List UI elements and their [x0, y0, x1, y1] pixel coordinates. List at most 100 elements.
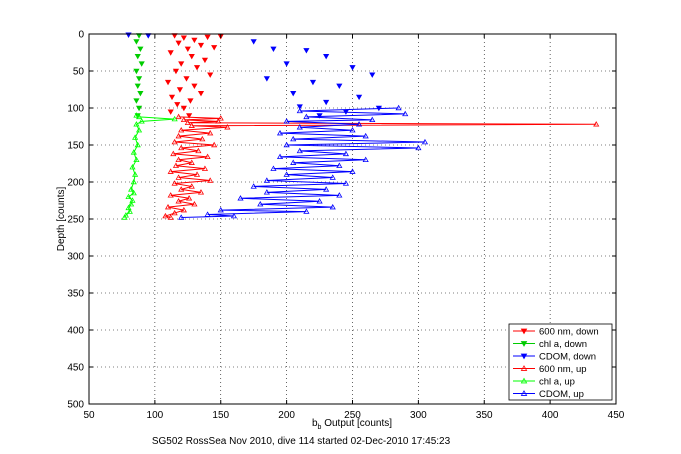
data-point — [230, 212, 238, 219]
data-point — [129, 197, 136, 203]
data-point — [175, 156, 182, 163]
data-point — [329, 203, 336, 210]
data-point — [201, 165, 209, 171]
legend-marker — [520, 328, 528, 335]
figure-caption: SG502 RossSea Nov 2010, dive 114 started… — [152, 436, 451, 447]
data-point — [138, 118, 145, 124]
data-point — [276, 153, 284, 160]
y-tick-label: 150 — [67, 141, 84, 152]
data-point — [342, 150, 350, 157]
x-tick-label: 350 — [476, 410, 493, 421]
data-point — [128, 186, 135, 192]
y-tick-label: 350 — [67, 289, 84, 300]
data-point — [167, 109, 174, 115]
data-point — [134, 141, 141, 148]
data-point — [178, 186, 185, 192]
data-point — [171, 209, 178, 216]
data-point — [217, 206, 224, 213]
data-point — [283, 141, 290, 148]
y-tick-label: 50 — [73, 67, 85, 78]
data-point — [204, 34, 211, 41]
data-point — [250, 39, 257, 45]
data-point — [211, 141, 218, 148]
axis-ticks: 50 100 150 200 250 300 350 400 450 0 50 100 150 200 25… — [67, 30, 624, 422]
data-point — [296, 147, 303, 154]
data-point — [130, 178, 137, 185]
data-point — [171, 138, 178, 145]
data-point — [283, 118, 290, 124]
data-point — [303, 113, 310, 120]
data-point — [133, 39, 140, 45]
data-point — [263, 189, 270, 195]
legend-marker — [520, 390, 528, 396]
x-tick-label: 250 — [344, 410, 361, 421]
legend-marker — [520, 341, 528, 347]
data-point — [134, 83, 141, 90]
data-point — [167, 214, 174, 220]
series-6 — [178, 104, 429, 220]
data-point — [193, 171, 201, 177]
data-point — [263, 177, 270, 183]
data-point — [175, 113, 182, 120]
data-point — [168, 94, 176, 101]
data-point — [303, 208, 310, 214]
data-point — [270, 46, 277, 53]
data-point — [172, 68, 180, 75]
data-point — [193, 65, 201, 71]
legend-box — [508, 323, 613, 401]
data-point — [175, 198, 182, 204]
data-point — [204, 211, 211, 217]
data-point — [164, 203, 172, 210]
data-point — [135, 126, 143, 133]
y-tick-label: 400 — [67, 326, 84, 337]
data-point — [128, 200, 135, 207]
data-point — [290, 159, 297, 165]
y-tick-label: 0 — [78, 30, 84, 41]
data-point — [191, 37, 198, 44]
legend-marker — [520, 377, 528, 384]
x-tick-label: 450 — [608, 410, 625, 421]
x-axis-label-rest: Output [counts] — [321, 418, 392, 429]
data-point — [290, 135, 297, 142]
legend-marker — [520, 365, 528, 371]
data-point — [188, 54, 195, 60]
data-point — [270, 165, 277, 171]
data-point — [187, 98, 194, 104]
data-point — [316, 113, 323, 119]
data-point — [171, 180, 178, 186]
data-point — [186, 195, 193, 201]
data-point — [186, 113, 193, 119]
data-point — [130, 149, 137, 155]
data-point — [217, 115, 224, 121]
data-point — [180, 105, 187, 112]
data-point — [283, 61, 290, 67]
data-point — [178, 144, 185, 151]
data-point — [180, 35, 187, 41]
data-point — [135, 76, 143, 82]
data-point — [125, 193, 132, 200]
data-point — [207, 72, 214, 78]
data-point — [303, 48, 310, 54]
data-point — [342, 180, 350, 186]
data-point — [204, 153, 211, 160]
data-point — [125, 204, 132, 211]
legend-label: chl a, down — [539, 339, 587, 350]
data-point — [175, 40, 182, 47]
data-point — [362, 132, 369, 139]
data-point — [137, 46, 144, 53]
y-tick-label: 300 — [67, 252, 84, 263]
series-5 — [121, 112, 178, 220]
data-point — [369, 72, 376, 78]
data-point — [369, 116, 376, 123]
x-tick-label: 50 — [83, 410, 95, 421]
data-point — [133, 121, 140, 127]
data-point — [593, 121, 600, 127]
data-point — [174, 102, 181, 108]
data-point — [195, 147, 202, 154]
x-tick-label: 150 — [212, 410, 229, 421]
x-axis-label: bb Output [counts] — [312, 418, 392, 431]
data-point — [178, 214, 185, 220]
data-point — [171, 115, 178, 122]
data-point — [132, 171, 139, 177]
